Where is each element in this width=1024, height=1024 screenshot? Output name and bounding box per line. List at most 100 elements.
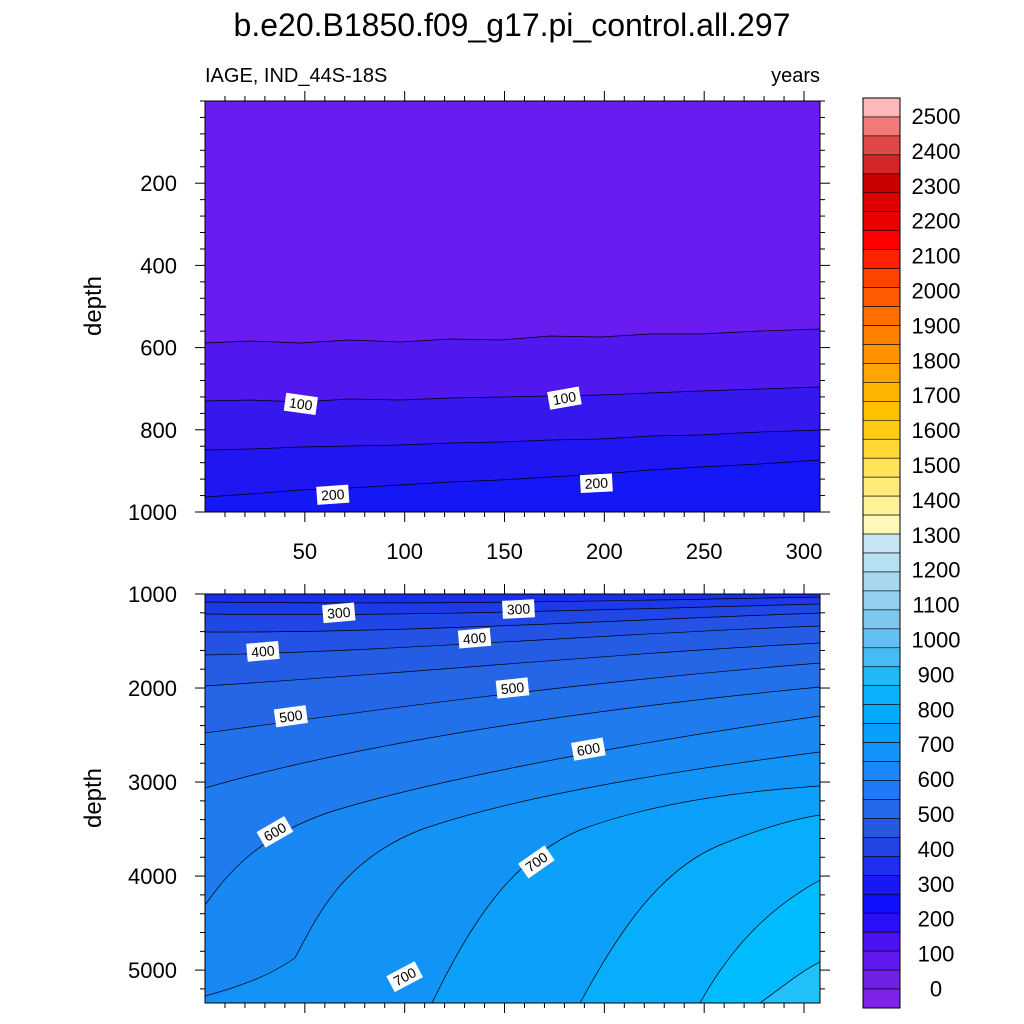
contour-label-box — [571, 737, 606, 761]
lower-contour-7 — [205, 686, 820, 789]
contour-label-text: 500 — [500, 679, 525, 697]
colorbar-swatch — [862, 799, 901, 819]
lower-contour-13 — [759, 961, 820, 1003]
lower-contour-4 — [205, 625, 820, 656]
colorbar-swatch — [862, 514, 901, 535]
colorbar-swatch — [862, 969, 901, 990]
lower-contour-3 — [205, 612, 820, 633]
contour-label-box — [579, 473, 613, 494]
colorbar-swatch — [862, 363, 901, 383]
colorbar-label: 0 — [930, 977, 942, 1002]
contour-label-text: 600 — [575, 739, 601, 759]
colorbar-swatch — [862, 495, 901, 516]
figure-title: b.e20.B1850.f09_g17.pi_control.all.297 — [234, 7, 791, 43]
contour-label-box — [518, 845, 555, 879]
colorbar-label: 800 — [918, 697, 955, 722]
contour-label-box — [547, 386, 582, 410]
colorbar-label: 2200 — [912, 209, 961, 234]
contour-label-box — [316, 484, 350, 505]
upper-right-label: years — [771, 65, 820, 87]
colorbar-label: 1900 — [912, 313, 961, 338]
contour-label: 200 — [316, 484, 350, 505]
colorbar-swatch — [862, 211, 901, 232]
colorbar-swatch — [862, 950, 901, 971]
y-tick-label: 600 — [140, 336, 177, 361]
x-tick-label: 250 — [686, 539, 723, 564]
y-tick-label: 4000 — [128, 864, 177, 889]
x-tick-label: 150 — [486, 539, 523, 564]
contour-label-text: 100 — [288, 394, 314, 413]
colorbar-swatch — [862, 666, 901, 687]
colorbar-swatch — [862, 893, 901, 914]
upper-contour-150 — [205, 429, 820, 451]
colorbar-label: 400 — [918, 837, 955, 862]
colorbar-swatch — [862, 135, 901, 156]
contour-label-box — [256, 816, 294, 848]
upper-plot-frame — [204, 100, 821, 513]
y-tick-label: 2000 — [128, 676, 177, 701]
lower-contour-bottom-left — [205, 957, 296, 997]
colorbar-swatch — [862, 116, 901, 137]
colorbar-swatch — [862, 325, 901, 345]
colorbar-swatch — [862, 837, 901, 857]
colorbar-swatch — [862, 401, 901, 421]
colorbar-label: 1600 — [912, 418, 961, 443]
colorbar-label: 300 — [918, 872, 955, 897]
upper-y-axis-label: depth — [80, 276, 107, 336]
contour-label-box — [273, 705, 308, 728]
contour-label: 500 — [495, 677, 530, 699]
colorbar-swatch — [862, 609, 901, 630]
lower-band-13 — [760, 962, 820, 1003]
contour-label: 300 — [502, 599, 535, 619]
colorbar-swatch — [862, 685, 901, 705]
lower-y-axis-label: depth — [80, 768, 107, 828]
colorbar-label: 1000 — [912, 628, 961, 653]
lower-contour-11 — [579, 814, 820, 1003]
y-tick-label: 1000 — [128, 582, 177, 607]
upper-panel: IAGE, IND_44S-18S years depth 100 100 200 2… — [80, 65, 830, 564]
lower-contour-8 — [205, 715, 820, 906]
lower-contour-9 — [294, 751, 820, 959]
contour-label-box — [457, 627, 492, 649]
colorbar: 2500240023002200210020001900180017001600… — [862, 97, 961, 1009]
colorbar-swatch — [862, 230, 901, 250]
contour-label: 500 — [273, 705, 308, 728]
contour-label: 200 — [579, 473, 613, 494]
colorbar-swatch — [862, 533, 901, 554]
colorbar-swatch — [862, 154, 901, 175]
lower-contour-1 — [205, 596, 820, 604]
colorbar-label: 1300 — [912, 523, 961, 548]
x-tick-label: 200 — [586, 539, 623, 564]
colorbar-swatch — [862, 647, 901, 668]
colorbar-swatch — [862, 628, 901, 649]
y-tick-label: 800 — [140, 418, 177, 443]
upper-band-200-250 — [205, 460, 820, 512]
lower-panel: depth — [80, 582, 830, 1013]
lower-band-12 — [700, 880, 820, 1003]
contour-label-box — [246, 640, 280, 662]
x-tick-label: 100 — [386, 539, 423, 564]
contour-label: 600 — [571, 737, 606, 761]
colorbar-label: 1100 — [912, 593, 959, 618]
colorbar-swatch — [862, 780, 901, 800]
colorbar-swatch — [862, 438, 901, 459]
x-tick-label: 50 — [293, 539, 317, 564]
colorbar-label: 1400 — [912, 488, 961, 513]
colorbar-label: 2100 — [912, 244, 961, 269]
contour-label-text: 200 — [584, 475, 608, 492]
colorbar-swatch — [862, 476, 901, 497]
colorbar-swatch — [862, 192, 901, 213]
colorbar-label: 2000 — [912, 279, 961, 304]
lower-contour-12 — [699, 879, 820, 1003]
contour-label-text: 500 — [278, 707, 304, 726]
colorbar-swatch — [862, 856, 901, 876]
x-tick-label: 300 — [786, 539, 823, 564]
y-tick-label: 400 — [140, 253, 177, 278]
contour-label-box — [386, 961, 424, 993]
colorbar-label: 200 — [918, 907, 955, 932]
colorbar-swatch — [862, 173, 901, 194]
colorbar-swatch — [862, 457, 901, 478]
contour-label-text: 300 — [506, 600, 530, 617]
colorbar-swatch — [862, 287, 901, 307]
contour-label-text: 100 — [552, 388, 578, 408]
